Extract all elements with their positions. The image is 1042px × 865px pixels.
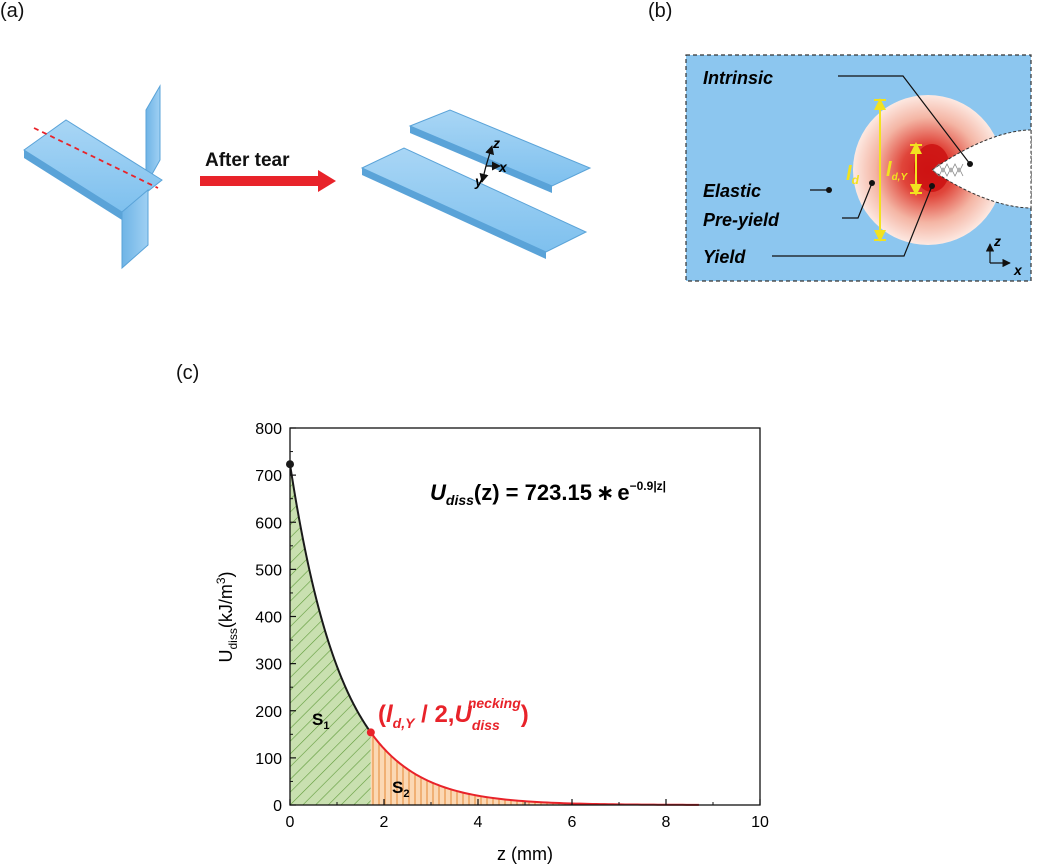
- region-fill-1: [290, 464, 371, 805]
- x-tick-label: 6: [568, 814, 577, 831]
- y-tick-label: 400: [255, 610, 282, 627]
- equation: Udiss(z) = 723.15 ∗ e−0.9|z|: [430, 479, 666, 508]
- vertical-plate-top: [145, 84, 161, 187]
- horizontal-plate: [23, 119, 163, 213]
- y-tick-label: 800: [255, 421, 282, 438]
- leader-yield: [772, 185, 933, 257]
- x-tick-label: 4: [474, 814, 483, 831]
- x-tick-label: 10: [751, 814, 769, 831]
- y-axis-label: Udiss(kJ/m3): [214, 571, 240, 662]
- y-tick-label: 200: [255, 704, 282, 721]
- panel-label-c: (c): [176, 362, 200, 384]
- leader-intrinsic: [838, 75, 971, 165]
- after-tear-arrow: [200, 170, 336, 192]
- split-point-annotation: (ld,Y / 2,Udissnecking): [378, 695, 529, 733]
- crack: [931, 129, 1032, 209]
- y-tick-label: 0: [273, 798, 282, 815]
- leader-pre-yield: [842, 182, 873, 219]
- y-tick-label: 600: [255, 515, 282, 532]
- axis-z-label-b: z: [993, 233, 1001, 249]
- x-tick-label: 8: [662, 814, 671, 831]
- axis-y-label-a: y: [474, 173, 484, 189]
- y-tick-label: 700: [255, 468, 282, 485]
- split-point: [366, 728, 375, 737]
- label-yield: Yield: [703, 247, 746, 267]
- panel-label-a: (a): [0, 0, 25, 22]
- curve-segment-1: [289, 464, 372, 734]
- panel-label-b: (b): [648, 0, 673, 22]
- start-point: [286, 460, 294, 469]
- x-tick-label: 2: [380, 814, 389, 831]
- x-axis-label: z (mm): [497, 844, 553, 864]
- dim-label-ldy: ld,Y: [886, 159, 908, 183]
- after-tear-label: After tear: [205, 150, 290, 171]
- region-label-s1: S1: [312, 710, 329, 732]
- tear-line: [33, 127, 159, 189]
- y-tick-label: 500: [255, 562, 282, 579]
- label-intrinsic: Intrinsic: [703, 68, 773, 88]
- yield-zone: [914, 144, 950, 192]
- dissipation-chart: 0 2 4 6 8 10 0 100 200 300 400 500 600 700 800 z (mm)…: [214, 421, 769, 864]
- panel-a-illustration: After tear z x y: [23, 84, 592, 270]
- y-tick-label: 100: [255, 751, 282, 768]
- region-label-s2: S2: [392, 778, 409, 800]
- label-pre-yield: Pre-yield: [703, 210, 780, 230]
- dim-label-ld: ld: [846, 163, 860, 187]
- y-tick-label: 300: [255, 657, 282, 674]
- label-elastic: Elastic: [703, 181, 761, 201]
- axis-x-label-a: x: [498, 159, 508, 175]
- x-tick-label: 0: [286, 814, 295, 831]
- axis-x-label-b: x: [1013, 262, 1023, 278]
- panel-b-illustration: ld ld,Y Intrinsic Elastic Pre-yield Yiel…: [685, 54, 1032, 282]
- axis-z-label-a: z: [492, 135, 500, 151]
- vertical-plate-bottom: [121, 188, 149, 270]
- region-fill-2: [370, 732, 699, 805]
